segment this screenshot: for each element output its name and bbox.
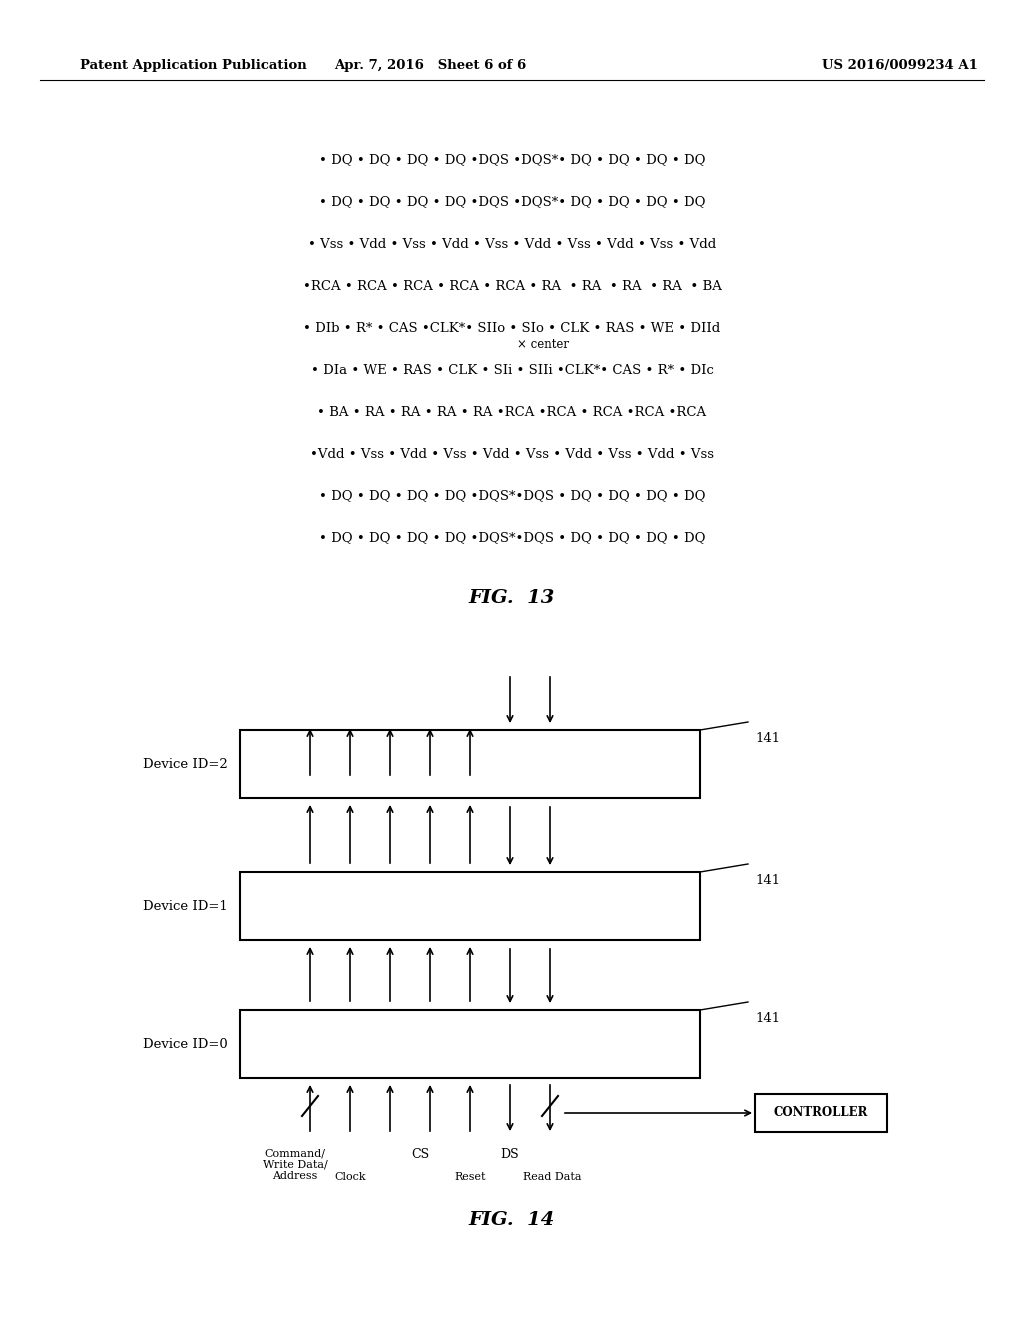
Text: 141: 141 [755,1011,780,1024]
Text: Device ID=1: Device ID=1 [143,899,228,912]
Text: Read Data: Read Data [522,1172,582,1181]
Text: FIG.  14: FIG. 14 [469,1210,555,1229]
Text: Patent Application Publication: Patent Application Publication [80,58,307,71]
Text: •Vdd • Vss • Vdd • Vss • Vdd • Vss • Vdd • Vss • Vdd • Vss: •Vdd • Vss • Vdd • Vss • Vdd • Vss • Vdd… [310,447,714,461]
Text: • Vss • Vdd • Vss • Vdd • Vss • Vdd • Vss • Vdd • Vss • Vdd: • Vss • Vdd • Vss • Vdd • Vss • Vdd • Vs… [308,238,716,251]
Text: • DIb • R* • CAS •CLK*• SIIo • SIo • CLK • RAS • WE • DIId: • DIb • R* • CAS •CLK*• SIIo • SIo • CLK… [303,322,721,334]
Text: US 2016/0099234 A1: US 2016/0099234 A1 [822,58,978,71]
Text: • DQ • DQ • DQ • DQ •DQS •DQS*• DQ • DQ • DQ • DQ: • DQ • DQ • DQ • DQ •DQS •DQS*• DQ • DQ … [318,153,706,166]
Text: • DQ • DQ • DQ • DQ •DQS •DQS*• DQ • DQ • DQ • DQ: • DQ • DQ • DQ • DQ •DQS •DQS*• DQ • DQ … [318,195,706,209]
Text: Command/
Write Data/
Address: Command/ Write Data/ Address [262,1148,328,1181]
Text: CS: CS [411,1148,429,1162]
Bar [240,1010,700,1078]
Bar [240,730,700,799]
Text: • DIa • WE • RAS • CLK • SIi • SIIi •CLK*• CAS • R* • DIc: • DIa • WE • RAS • CLK • SIi • SIIi •CLK… [310,363,714,376]
Text: • BA • RA • RA • RA • RA •RCA •RCA • RCA •RCA •RCA: • BA • RA • RA • RA • RA •RCA •RCA • RCA… [317,405,707,418]
Text: 141: 141 [755,874,780,887]
Text: Clock: Clock [334,1172,366,1181]
Text: Device ID=2: Device ID=2 [143,758,228,771]
Text: DS: DS [501,1148,519,1162]
Text: CONTROLLER: CONTROLLER [774,1106,868,1119]
Text: Reset: Reset [455,1172,485,1181]
Text: Apr. 7, 2016   Sheet 6 of 6: Apr. 7, 2016 Sheet 6 of 6 [334,58,526,71]
Bar [755,1094,887,1133]
Text: 141: 141 [755,731,780,744]
Text: Device ID=0: Device ID=0 [143,1038,228,1051]
Text: • DQ • DQ • DQ • DQ •DQS*•DQS • DQ • DQ • DQ • DQ: • DQ • DQ • DQ • DQ •DQS*•DQS • DQ • DQ … [318,490,706,503]
Text: •RCA • RCA • RCA • RCA • RCA • RA  • RA  • RA  • RA  • BA: •RCA • RCA • RCA • RCA • RCA • RA • RA •… [302,280,722,293]
Text: FIG.  13: FIG. 13 [469,589,555,607]
Text: • DQ • DQ • DQ • DQ •DQS*•DQS • DQ • DQ • DQ • DQ: • DQ • DQ • DQ • DQ •DQS*•DQS • DQ • DQ … [318,532,706,544]
Bar [240,873,700,940]
Text: × center: × center [517,338,569,351]
